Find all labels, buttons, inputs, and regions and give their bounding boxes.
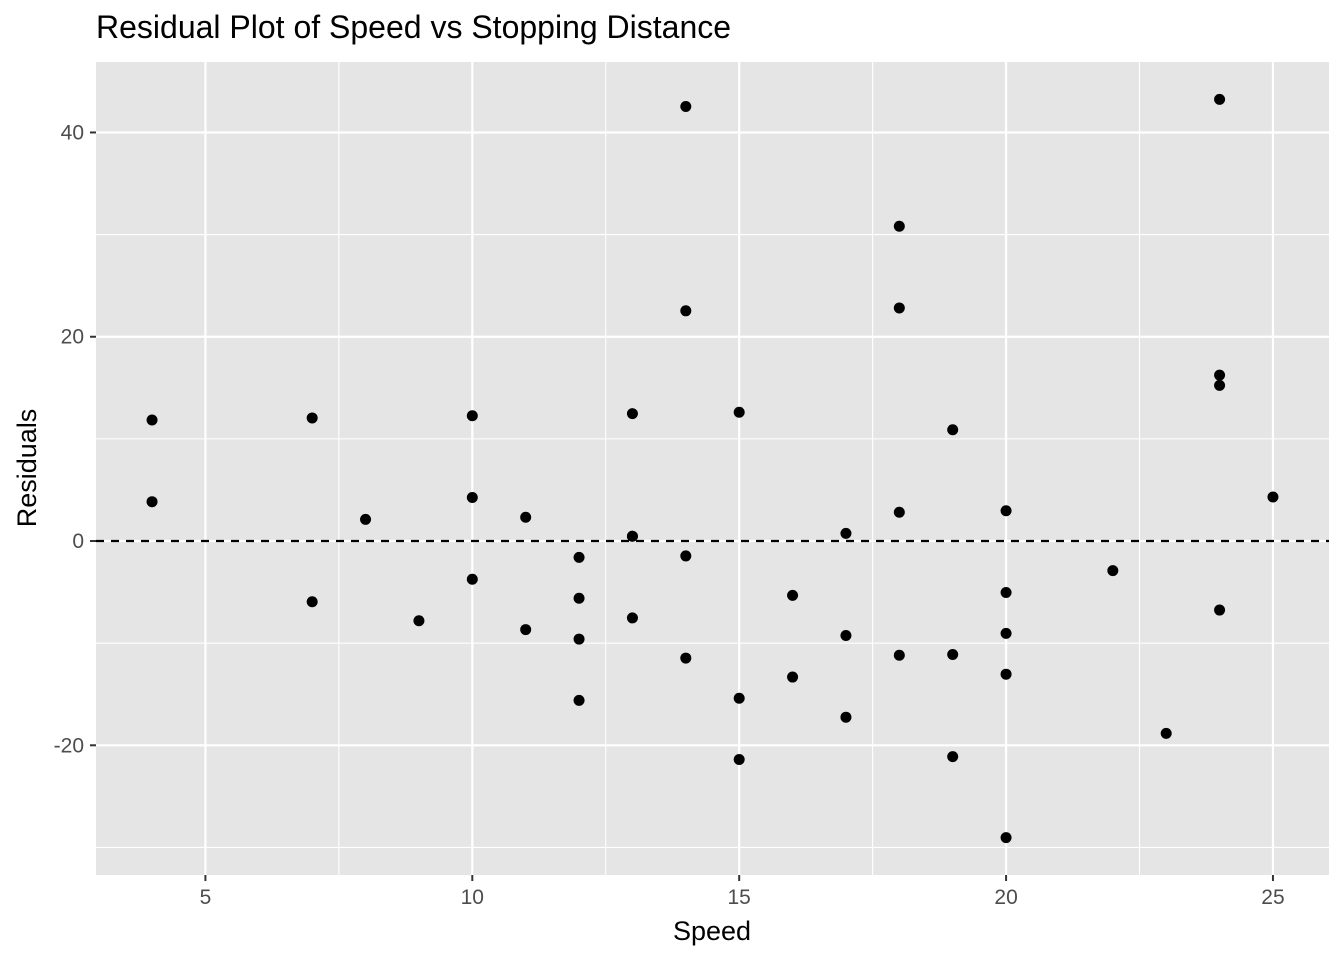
- data-point: [840, 629, 852, 641]
- minor-gridlines: [96, 62, 1329, 875]
- data-point: [840, 711, 852, 723]
- data-point: [947, 424, 959, 436]
- data-point: [680, 550, 692, 562]
- data-point: [1000, 668, 1012, 680]
- data-point: [1214, 379, 1226, 391]
- data-point: [1000, 586, 1012, 598]
- data-point: [466, 492, 478, 504]
- data-point: [573, 694, 585, 706]
- data-point: [306, 596, 318, 608]
- x-axis: 5 10 15 20 25: [200, 875, 1285, 909]
- data-point: [146, 496, 158, 508]
- data-point: [680, 652, 692, 664]
- data-point: [893, 506, 905, 518]
- plot-panel: [96, 62, 1329, 875]
- data-point: [1000, 627, 1012, 639]
- data-point: [626, 408, 638, 420]
- data-point: [1267, 491, 1279, 503]
- data-point: [1107, 565, 1119, 577]
- x-tick-label: 20: [994, 886, 1017, 909]
- data-point: [733, 406, 745, 418]
- data-point: [306, 412, 318, 424]
- data-point: [626, 612, 638, 624]
- data-point: [947, 751, 959, 763]
- data-point: [146, 414, 158, 426]
- data-point: [466, 573, 478, 585]
- data-point: [733, 753, 745, 765]
- y-tick-label: 20: [61, 326, 84, 349]
- data-point: [893, 302, 905, 314]
- y-axis-title: Residuals: [12, 409, 42, 528]
- y-axis: -20 0 20 40: [54, 121, 96, 757]
- data-point: [733, 692, 745, 704]
- x-tick-label: 5: [200, 886, 212, 909]
- data-point: [680, 101, 692, 113]
- data-point: [520, 624, 532, 636]
- data-point: [573, 633, 585, 645]
- data-point: [1214, 369, 1226, 381]
- data-point: [1000, 832, 1012, 844]
- x-tick-label: 15: [728, 886, 751, 909]
- data-point: [573, 592, 585, 604]
- y-tick-label: 0: [72, 530, 84, 553]
- data-point: [680, 305, 692, 317]
- x-axis-title: Speed: [673, 916, 751, 946]
- data-point: [360, 513, 372, 525]
- data-point: [520, 511, 532, 523]
- data-point: [840, 527, 852, 539]
- data-point: [1000, 505, 1012, 517]
- data-point: [466, 410, 478, 422]
- data-point: [787, 671, 799, 683]
- data-point: [1214, 93, 1226, 105]
- data-point: [573, 551, 585, 563]
- data-point: [787, 589, 799, 601]
- data-point: [1160, 727, 1172, 739]
- data-point: [413, 615, 425, 627]
- x-tick-label: 25: [1261, 886, 1284, 909]
- data-point: [1214, 604, 1226, 616]
- data-point: [893, 220, 905, 232]
- data-points: [146, 93, 1279, 844]
- data-point: [893, 649, 905, 661]
- x-tick-label: 10: [461, 886, 484, 909]
- y-tick-label: 40: [61, 121, 84, 144]
- data-point: [626, 530, 638, 542]
- y-tick-label: -20: [54, 734, 84, 757]
- chart-title: Residual Plot of Speed vs Stopping Dista…: [96, 9, 731, 45]
- data-point: [947, 648, 959, 660]
